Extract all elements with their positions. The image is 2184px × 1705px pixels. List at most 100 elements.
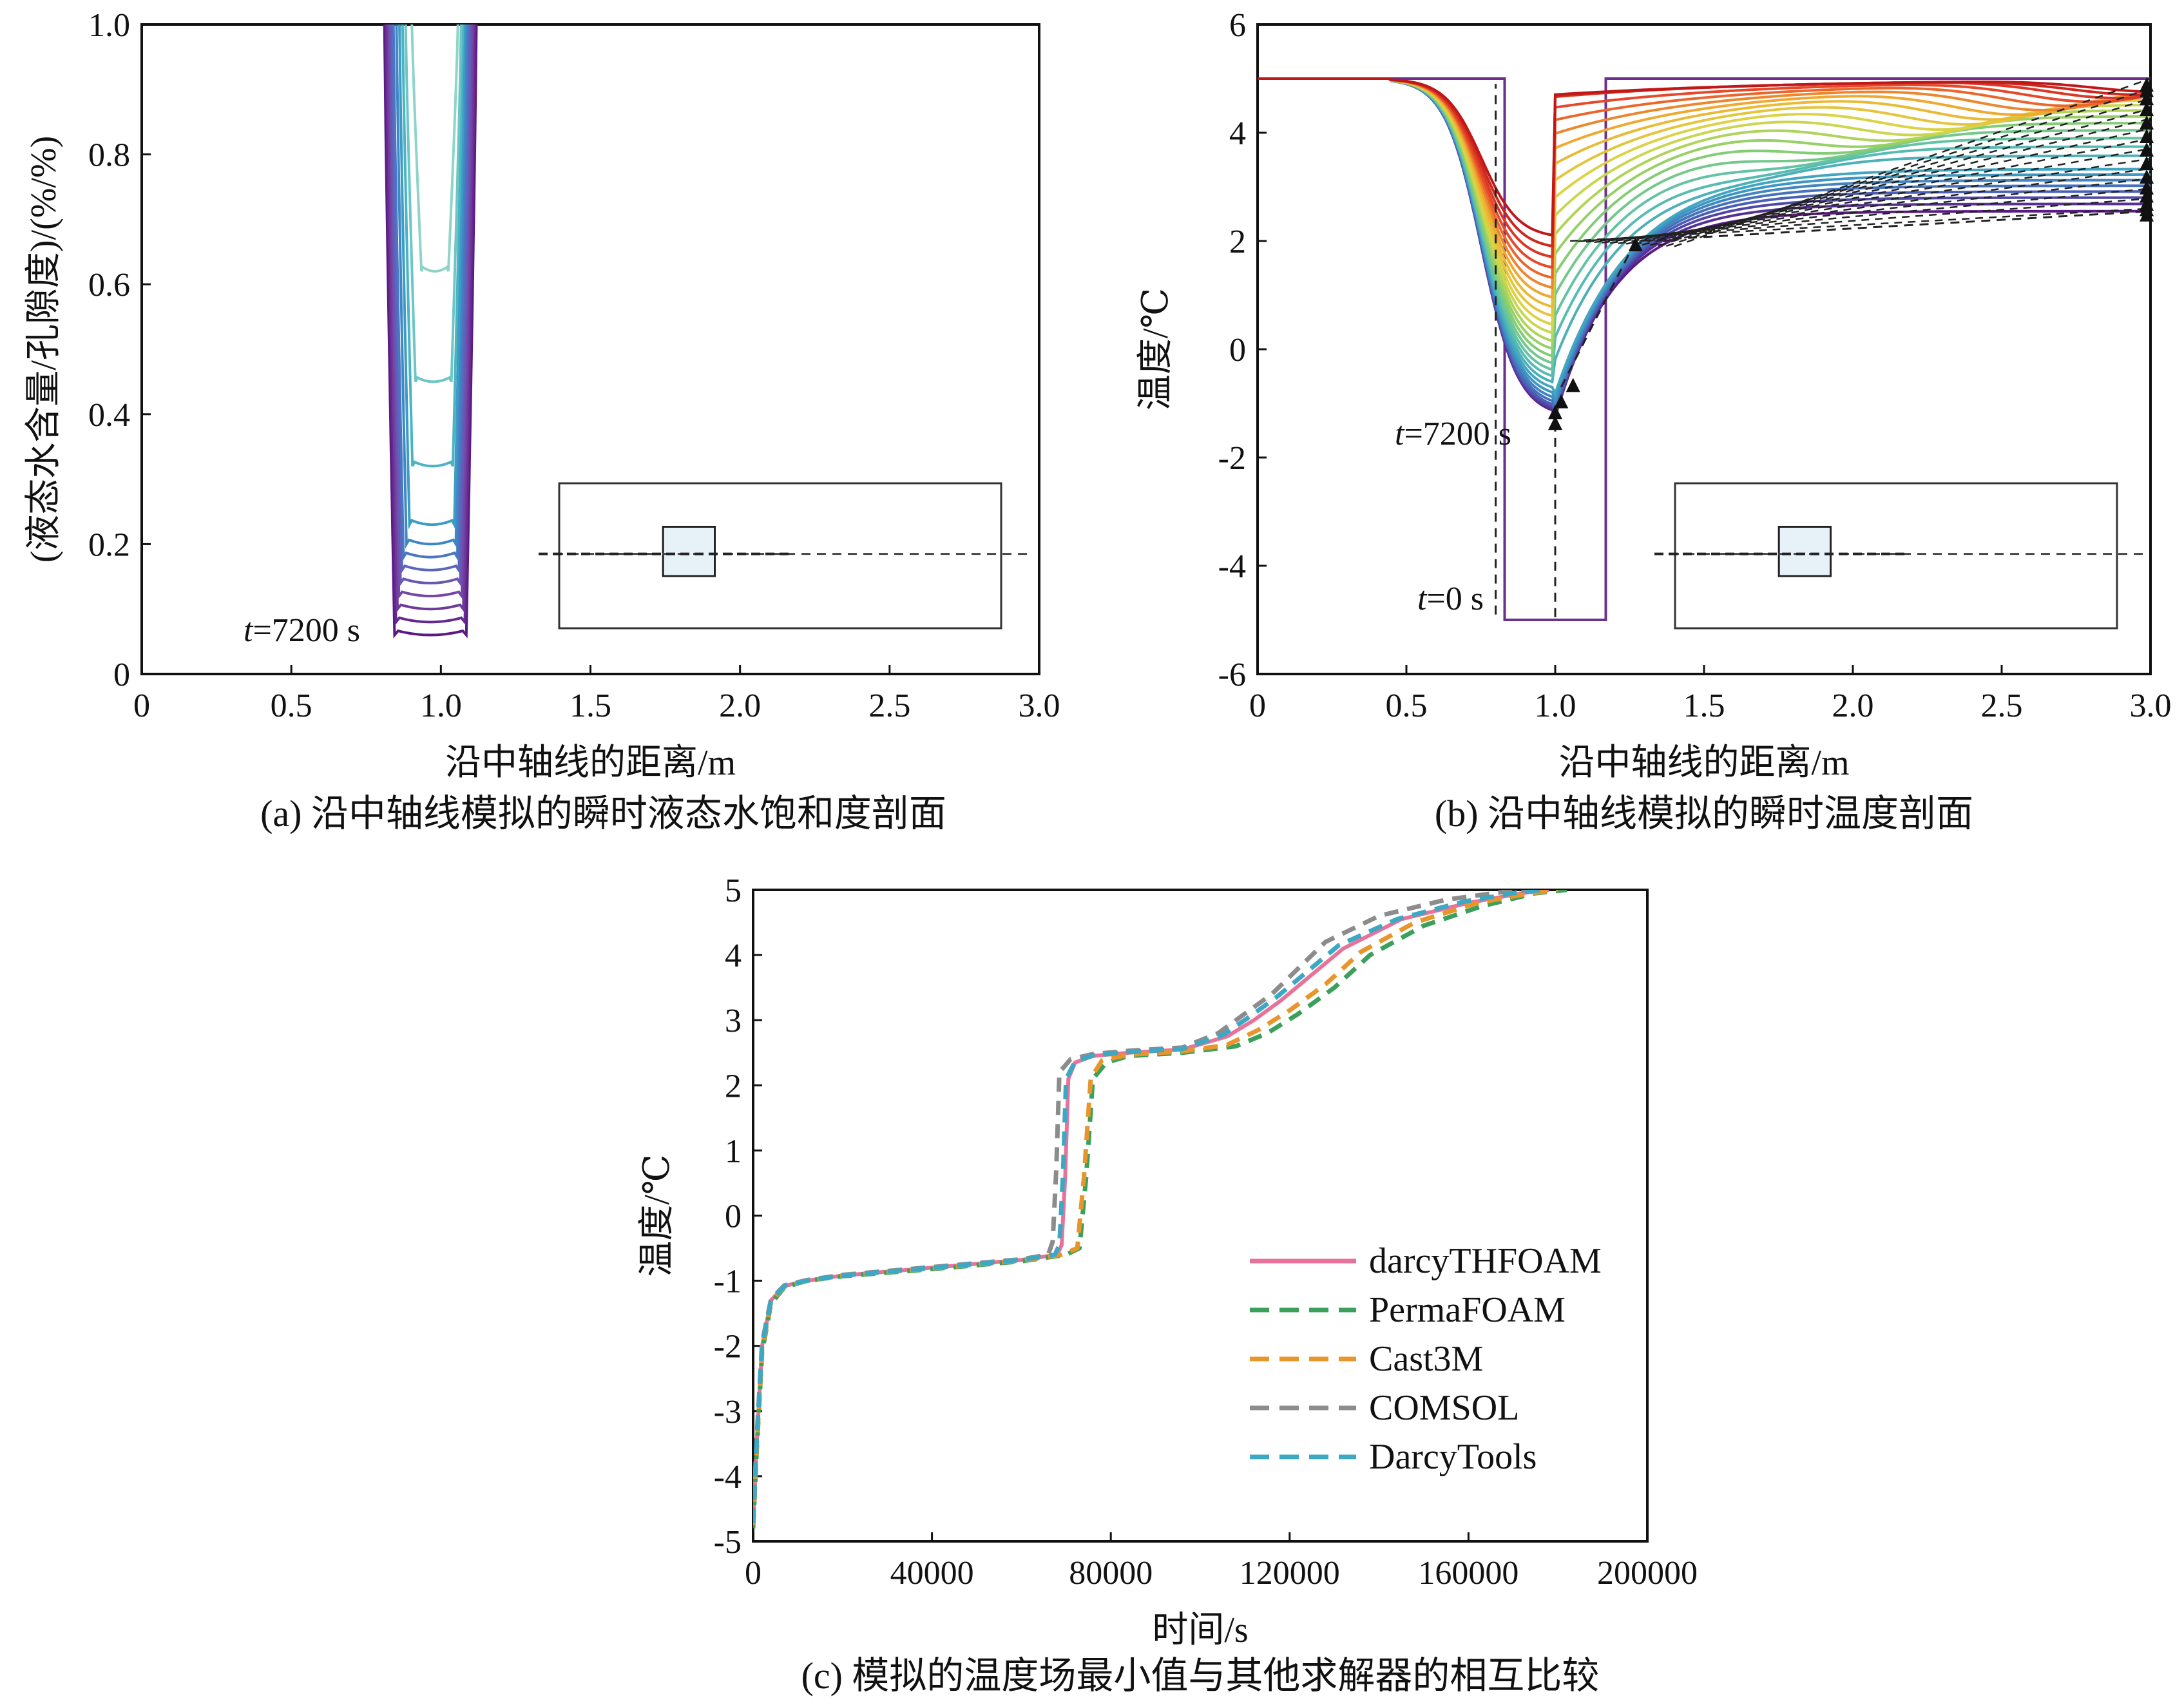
panel-a-x-tick-label: 1.5 [570, 688, 611, 724]
panel-b-guide-fan-line [1634, 128, 2151, 246]
panel-b-x-tick-label: 0.5 [1386, 688, 1428, 724]
panel-c-y-tick-label: -1 [714, 1264, 742, 1300]
panel-b-arrowhead [2140, 169, 2154, 184]
panel-b-guide-fan-line [1594, 177, 2151, 244]
panel-a-saturation-curve [398, 24, 466, 530]
panel-c-y-tick-label: 4 [725, 938, 742, 974]
panel-b-x-tick-label: 1.5 [1683, 688, 1725, 724]
panel-b-guide-fan-line [1618, 148, 2151, 245]
panel-b-arrowhead [1628, 237, 1643, 251]
panel-b-y-tick-label: -2 [1218, 440, 1246, 477]
panel-b-x-tick-label: 0 [1249, 688, 1266, 724]
panel-b-arrowhead [2140, 156, 2154, 170]
panel-b-plot-frame [1256, 23, 2152, 675]
panel-a-annotation-italic: t [244, 612, 254, 649]
panel-a-saturation-curve [395, 24, 468, 549]
panel-b-arrowhead [1548, 416, 1562, 430]
panel-a-saturation-curve [401, 24, 465, 468]
panel-c-y-tick-label: -2 [714, 1329, 742, 1365]
panel-b-temperature-profile [1258, 77, 2150, 415]
panel-b-temperature-profile [1258, 77, 2150, 421]
panel-a-y-axis-label: (液态水含量/孔隙度)/(%/%) [24, 136, 64, 563]
panel-c-series-line-cast3m [753, 890, 1558, 1525]
panel-b-guide-fan-line [1658, 97, 2151, 247]
panel-c-series-line-comsol [753, 890, 1536, 1522]
panel-b-arrowhead [2140, 91, 2154, 106]
panel-a-y-tick-label: 0.4 [88, 397, 130, 434]
panel-b-annotation: t=7200 s [1395, 416, 1511, 452]
panel-b-inset-square [1777, 526, 1832, 577]
panel-c-y-tick-label: 3 [725, 1003, 742, 1039]
panel-a-x-tick-label: 3.0 [1019, 688, 1060, 724]
panel-c-series-line-darcytools [753, 890, 1545, 1523]
panel-c-y-tick-label: 5 [725, 872, 742, 909]
panel-b-x-tick-label: 3.0 [2130, 688, 2172, 724]
panel-c-caption: (c) 模拟的温度场最小值与其他求解器的相互比较 [801, 1655, 1600, 1697]
panel-b-caption: (b) 沿中轴线模拟的瞬时温度剖面 [1435, 793, 1973, 834]
panel-a-curves [383, 24, 478, 639]
panel-b-y-axis-label: 温度/℃ [1136, 288, 1176, 410]
panel-b-x-axis-label: 沿中轴线的距离/m [1558, 743, 1849, 783]
panel-b-arrowhead [2140, 115, 2154, 130]
panel-a-saturation-curve [410, 24, 459, 273]
panel-a-saturation-curve [404, 24, 463, 383]
panel-a-annotation-t7200: t=7200 s [244, 612, 360, 649]
panel-b-annotation-rest: =7200 s [1404, 416, 1511, 452]
panel-a-x-tick-label: 1.0 [420, 688, 462, 724]
panel-a-plot-frame [140, 23, 1040, 675]
panel-b-x-tick-label: 1.0 [1535, 688, 1576, 724]
panel-b-curves [1258, 77, 2150, 621]
panel-b-temperature-profile [1258, 77, 2150, 237]
panel-a-saturation-curve [392, 24, 469, 562]
panel-a-saturation-curve [387, 24, 474, 600]
panel-b-temperature-profile [1258, 77, 2150, 269]
panel-b-arrowhead [1548, 405, 1562, 419]
panel-b-y-tick-label: 4 [1229, 115, 1246, 152]
panel-b-arrowhead [1566, 378, 1580, 392]
panel-b-y-tick-label: 6 [1229, 7, 1246, 44]
panel-a-x-axis-label: 沿中轴线的距离/m [445, 743, 736, 783]
panel-c-x-tick-label: 120000 [1240, 1555, 1340, 1592]
panel-c-series-line-permafoam [753, 890, 1567, 1528]
panel-a-saturation-curve [385, 24, 477, 626]
panel-b-guide-fan-line [1674, 77, 2151, 247]
panel-b-y-tick-label: 0 [1229, 332, 1246, 369]
panel-b-guide-fan-line [1642, 117, 2151, 246]
panel-b-arrowhead [2140, 197, 2154, 211]
panel-a-x-tick-label: 0.5 [271, 688, 312, 724]
panel-c-legend-label: Cast3M [1369, 1339, 1483, 1379]
panel-b-y-tick-label: -4 [1218, 548, 1246, 585]
panel-b-annotation-italic: t [1417, 581, 1428, 617]
panel-b-arrowhead [1554, 394, 1569, 409]
panel-c-x-tick-label: 0 [745, 1555, 762, 1592]
panel-a-annotation-rest: =7200 s [253, 612, 360, 649]
panel-b-arrowhead [2140, 77, 2154, 92]
panel-a-y-tick-label: 0.2 [88, 526, 130, 563]
panel-b-arrowhead [2140, 102, 2154, 116]
panel-a-x-tick-label: 2.5 [868, 688, 910, 724]
panel-b-arrowhead [2140, 142, 2154, 157]
panel-a-inset-box [558, 482, 1002, 630]
panel-b-guide-fan-line [1602, 168, 2151, 244]
panel-b-arrowhead [2140, 188, 2154, 203]
panel-a-saturation-chart: 0 0.5 1.0 1.5 2.0 2.5 3.0 0 0.2 0.4 0.6 0.8 1.0 t=720… [24, 7, 1060, 834]
panel-a-y-tick-label: 0.8 [88, 137, 130, 174]
panel-c-x-tick-label: 200000 [1597, 1555, 1698, 1592]
panel-c-y-tick-label: -3 [714, 1394, 742, 1430]
panel-a-saturation-curve [386, 24, 475, 613]
panel-c-y-axis-label: 温度/℃ [637, 1154, 677, 1276]
panel-c-x-axis-label: 时间/s [1152, 1610, 1248, 1650]
panel-a-y-tick-label: 0.6 [88, 267, 130, 303]
panel-b-annotation: t=0 s [1417, 581, 1484, 617]
panel-c-y-tick-label: -5 [714, 1524, 742, 1561]
panel-c-y-tick-label: -4 [714, 1459, 742, 1496]
panel-c-series [753, 890, 1567, 1528]
panel-c-x-tick-label: 80000 [1069, 1555, 1153, 1592]
panel-a-saturation-curve [390, 24, 470, 575]
panel-a-x-tick-label: 2.0 [719, 688, 761, 724]
panel-b-y-tick-label: -6 [1218, 657, 1246, 693]
panel-b-y-tick-label: 2 [1229, 224, 1246, 260]
panel-b-arrowhead [2140, 180, 2154, 195]
panel-b-temperature-profile [1258, 77, 2150, 418]
